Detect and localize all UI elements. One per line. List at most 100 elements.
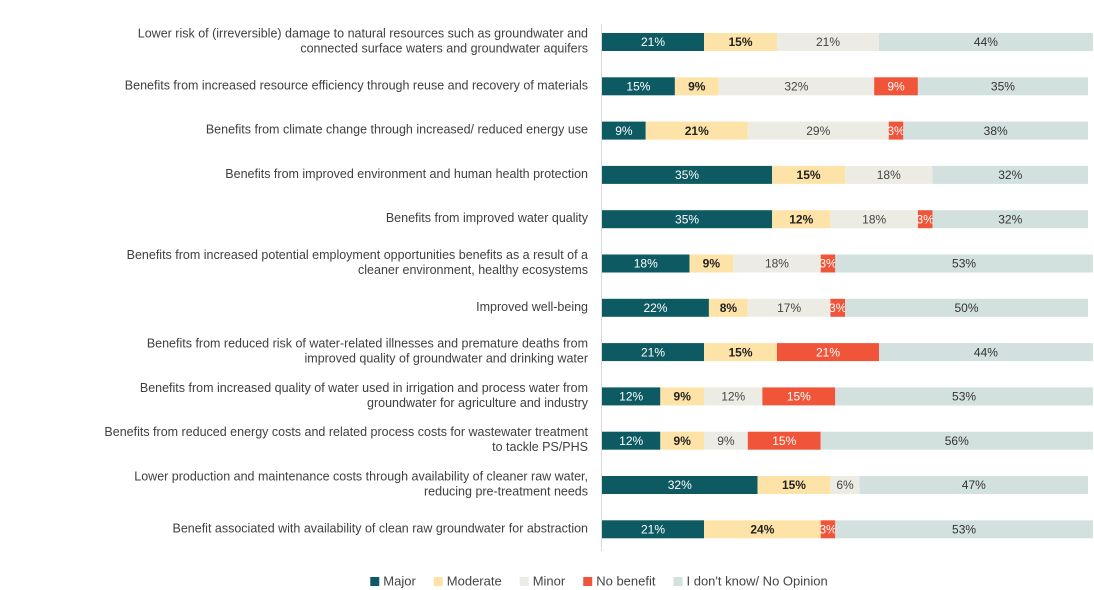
value-label: 12% [619, 434, 643, 448]
bar-segment [820, 431, 1093, 450]
value-label: 9% [717, 434, 735, 448]
value-label: 47% [962, 478, 986, 492]
category-line: Lower production and maintenance costs t… [134, 470, 588, 484]
value-label: 21% [641, 35, 665, 49]
legend-label: Moderate [447, 573, 502, 588]
value-label: 50% [954, 301, 978, 315]
category-label: Benefit associated with availability of … [173, 522, 589, 536]
category-label: Lower risk of (irreversible) damage to n… [138, 27, 588, 56]
value-label: 6% [836, 478, 854, 492]
value-label: 32% [998, 212, 1022, 226]
category-line: improved quality of groundwater and drin… [305, 352, 589, 366]
bar-segment [718, 77, 875, 96]
value-label: 9% [688, 79, 706, 93]
category-label: Benefits from climate change through inc… [206, 123, 588, 137]
category-line: Benefits from climate change through inc… [206, 123, 588, 137]
legend-swatch [433, 577, 443, 586]
bar-segment [757, 476, 831, 494]
value-label: 35% [675, 212, 699, 226]
legend-swatch [519, 577, 529, 586]
category-line: groundwater for agriculture and industry [367, 396, 589, 410]
bar-segment [704, 431, 748, 450]
bar-segment [602, 121, 646, 140]
value-label: 3% [819, 257, 837, 271]
legend-label: No benefit [596, 573, 656, 588]
value-label: 15% [787, 390, 811, 404]
bar-segment [917, 77, 1088, 96]
value-label: 29% [806, 124, 830, 138]
bar-segment [835, 520, 1093, 539]
bar-segment [704, 387, 763, 406]
bar-segment [845, 298, 1088, 317]
bar-segment [704, 520, 821, 539]
category-line: Improved well-being [476, 300, 588, 314]
bar-segment [820, 254, 836, 273]
value-label: 9% [887, 79, 905, 93]
category-line: Benefits from improved water quality [386, 211, 589, 225]
bar-segment [602, 165, 773, 184]
category-line: Benefits from increased quality of water… [140, 381, 588, 395]
bar-segment [689, 254, 734, 273]
bar-segment [772, 165, 845, 184]
value-label: 9% [674, 390, 692, 404]
bar-segment [602, 298, 709, 317]
bar-segment [733, 254, 821, 273]
value-label: 35% [991, 79, 1015, 93]
bar-segment [602, 520, 705, 539]
value-label: 32% [668, 478, 692, 492]
legend-item: I don't know/ No Opinion [673, 573, 828, 588]
legend-item: Minor [519, 573, 566, 588]
value-label: 9% [615, 124, 633, 138]
bar-segment [747, 298, 831, 317]
bar-segment [602, 254, 690, 273]
bar-segment [830, 298, 845, 317]
legend-item: Moderate [433, 573, 502, 588]
value-label: 35% [675, 168, 699, 182]
value-label: 56% [945, 434, 969, 448]
legend-label: I don't know/ No Opinion [686, 573, 827, 588]
bar-segment [708, 298, 748, 317]
value-label: 21% [641, 345, 665, 359]
value-label: 17% [777, 301, 801, 315]
category-line: to tackle PS/PHS [492, 440, 588, 454]
category-label: Benefits from increased potential employ… [127, 248, 588, 277]
value-label: 44% [974, 345, 998, 359]
category-label: Benefits from increased resource efficie… [125, 79, 588, 93]
category-line: Lower risk of (irreversible) damage to n… [138, 27, 588, 41]
bar-segment [830, 210, 918, 229]
value-label: 44% [974, 35, 998, 49]
value-label: 3% [917, 212, 935, 226]
bar-segment [820, 520, 836, 539]
bar-segment [762, 387, 836, 406]
bar-segment [879, 343, 1093, 362]
category-label: Benefits from reduced risk of water-rela… [147, 337, 588, 366]
value-label: 21% [685, 124, 709, 138]
value-label: 15% [626, 79, 650, 93]
bar-segment [830, 476, 860, 494]
bar-segment [932, 210, 1088, 229]
value-label: 15% [728, 35, 752, 49]
value-label: 3% [819, 522, 837, 536]
value-label: 12% [721, 390, 745, 404]
value-label: 32% [784, 79, 808, 93]
bar-segment [602, 77, 675, 96]
bar-segment [874, 77, 918, 96]
category-label: Benefits from improved environment and h… [225, 167, 588, 181]
value-label: 53% [952, 257, 976, 271]
bar-segment [674, 77, 719, 96]
bar-segment [602, 431, 661, 450]
value-label: 32% [998, 168, 1022, 182]
value-label: 22% [643, 301, 667, 315]
value-label: 15% [797, 168, 821, 182]
bar-segment [835, 387, 1093, 406]
value-label: 9% [674, 434, 692, 448]
category-line: Benefits from improved environment and h… [225, 167, 588, 181]
value-label: 9% [703, 257, 721, 271]
category-line: Benefits from reduced risk of water-rela… [147, 337, 588, 351]
category-line: reducing pre-treatment needs [424, 485, 588, 499]
legend-swatch [673, 577, 683, 586]
value-label: 18% [862, 212, 886, 226]
value-label: 15% [782, 478, 806, 492]
